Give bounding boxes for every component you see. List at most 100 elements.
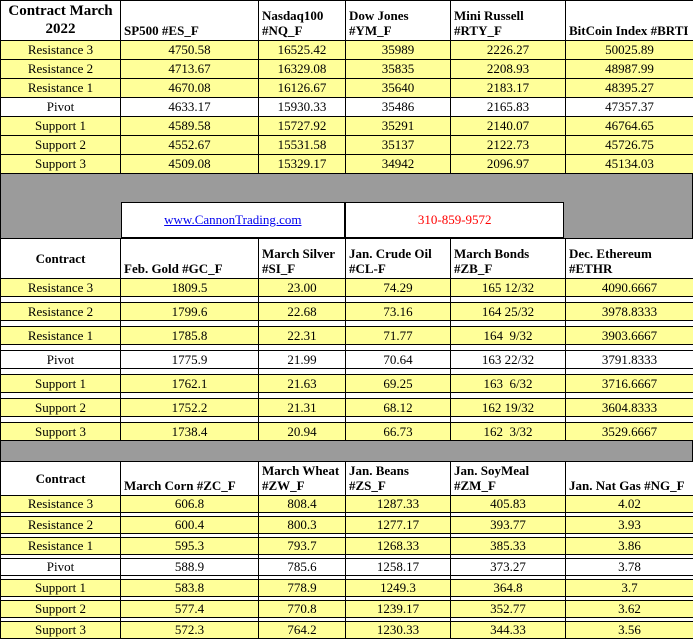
- row-label: Resistance 3: [1, 496, 121, 513]
- cell-value: 45726.75: [566, 136, 693, 155]
- cell-value: 47357.37: [566, 98, 693, 117]
- cell-value: 23.00: [259, 279, 346, 297]
- cell-value: 2165.83: [451, 98, 566, 117]
- row-label: Resistance 1: [1, 79, 121, 98]
- corner-header-metals-energy-bonds: Contract: [1, 239, 121, 279]
- cell-value: 165 12/32: [451, 279, 566, 297]
- cell-value: 344.33: [451, 622, 566, 639]
- row-label: Pivot: [1, 98, 121, 117]
- cell-value: 3716.6667: [566, 375, 693, 393]
- cell-value: 3.62: [566, 601, 693, 618]
- cell-value: 22.68: [259, 303, 346, 321]
- cell-value: 4090.6667: [566, 279, 693, 297]
- cell-value: 1277.17: [346, 517, 451, 534]
- row-label: Pivot: [1, 351, 121, 369]
- cell-value: 1249.3: [346, 580, 451, 597]
- cell-value: 163 6/32: [451, 375, 566, 393]
- separator-contact-row: www.CannonTrading.com 310-859-9572: [0, 202, 693, 238]
- cell-value: 800.3: [259, 517, 346, 534]
- cell-value: 68.12: [346, 399, 451, 417]
- row-label: Resistance 3: [1, 41, 121, 60]
- column-header-march-bonds: March Bonds #ZB_F: [451, 239, 566, 279]
- cell-value: 48987.99: [566, 60, 693, 79]
- cell-value: 572.3: [121, 622, 259, 639]
- column-header-nasdaq100: Nasdaq100 #NQ_F: [259, 1, 346, 41]
- separator-gray-cell-right: [564, 202, 692, 238]
- cell-value: 15930.33: [259, 98, 346, 117]
- cell-value: 16525.42: [259, 41, 346, 60]
- row-label: Support 1: [1, 375, 121, 393]
- cell-value: 1809.5: [121, 279, 259, 297]
- row-label: Resistance 3: [1, 279, 121, 297]
- cell-value: 69.25: [346, 375, 451, 393]
- cell-value: 1258.17: [346, 559, 451, 576]
- cell-value: 3.7: [566, 580, 693, 597]
- cell-value: 583.8: [121, 580, 259, 597]
- cell-value: 2140.07: [451, 117, 566, 136]
- cell-value: 73.16: [346, 303, 451, 321]
- phone-number: 310-859-9572: [418, 212, 492, 228]
- cell-value: 4552.67: [121, 136, 259, 155]
- cell-value: 352.77: [451, 601, 566, 618]
- column-header-sp500-es-f: SP500 #ES_F: [121, 1, 259, 41]
- cell-value: 4670.08: [121, 79, 259, 98]
- cell-value: 1239.17: [346, 601, 451, 618]
- cell-value: 66.73: [346, 423, 451, 441]
- separator-band-2: [0, 441, 693, 461]
- column-header-jan-beans-zs-f: Jan. Beans #ZS_F: [346, 462, 451, 496]
- cell-value: 21.99: [259, 351, 346, 369]
- row-label: Support 2: [1, 399, 121, 417]
- cell-value: 3.86: [566, 538, 693, 555]
- row-label: Resistance 2: [1, 517, 121, 534]
- cell-value: 16329.08: [259, 60, 346, 79]
- cannon-trading-link[interactable]: www.CannonTrading.com: [164, 212, 301, 228]
- cell-value: 393.77: [451, 517, 566, 534]
- separator-band: www.CannonTrading.com 310-859-9572: [0, 174, 693, 238]
- cell-value: 577.4: [121, 601, 259, 618]
- cell-value: 15531.58: [259, 136, 346, 155]
- cell-value: 35835: [346, 60, 451, 79]
- row-label: Support 2: [1, 601, 121, 618]
- cell-value: 20.94: [259, 423, 346, 441]
- corner-header-stock-indices: Contract March 2022: [1, 1, 121, 41]
- cell-value: 1752.2: [121, 399, 259, 417]
- cell-value: 22.31: [259, 327, 346, 345]
- cell-value: 35989: [346, 41, 451, 60]
- row-label: Support 3: [1, 622, 121, 639]
- cell-value: 71.77: [346, 327, 451, 345]
- cell-value: 163 22/32: [451, 351, 566, 369]
- cell-value: 162 3/32: [451, 423, 566, 441]
- cell-value: 48395.27: [566, 79, 693, 98]
- row-label: Support 3: [1, 155, 121, 174]
- cell-value: 4509.08: [121, 155, 259, 174]
- cell-value: 2208.93: [451, 60, 566, 79]
- cell-value: 3604.8333: [566, 399, 693, 417]
- cell-value: 785.6: [259, 559, 346, 576]
- cell-value: 3.56: [566, 622, 693, 639]
- cell-value: 793.7: [259, 538, 346, 555]
- cell-value: 3903.6667: [566, 327, 693, 345]
- cell-value: 4713.67: [121, 60, 259, 79]
- cell-value: 164 9/32: [451, 327, 566, 345]
- row-label: Resistance 2: [1, 60, 121, 79]
- cell-value: 162 19/32: [451, 399, 566, 417]
- cell-value: 35640: [346, 79, 451, 98]
